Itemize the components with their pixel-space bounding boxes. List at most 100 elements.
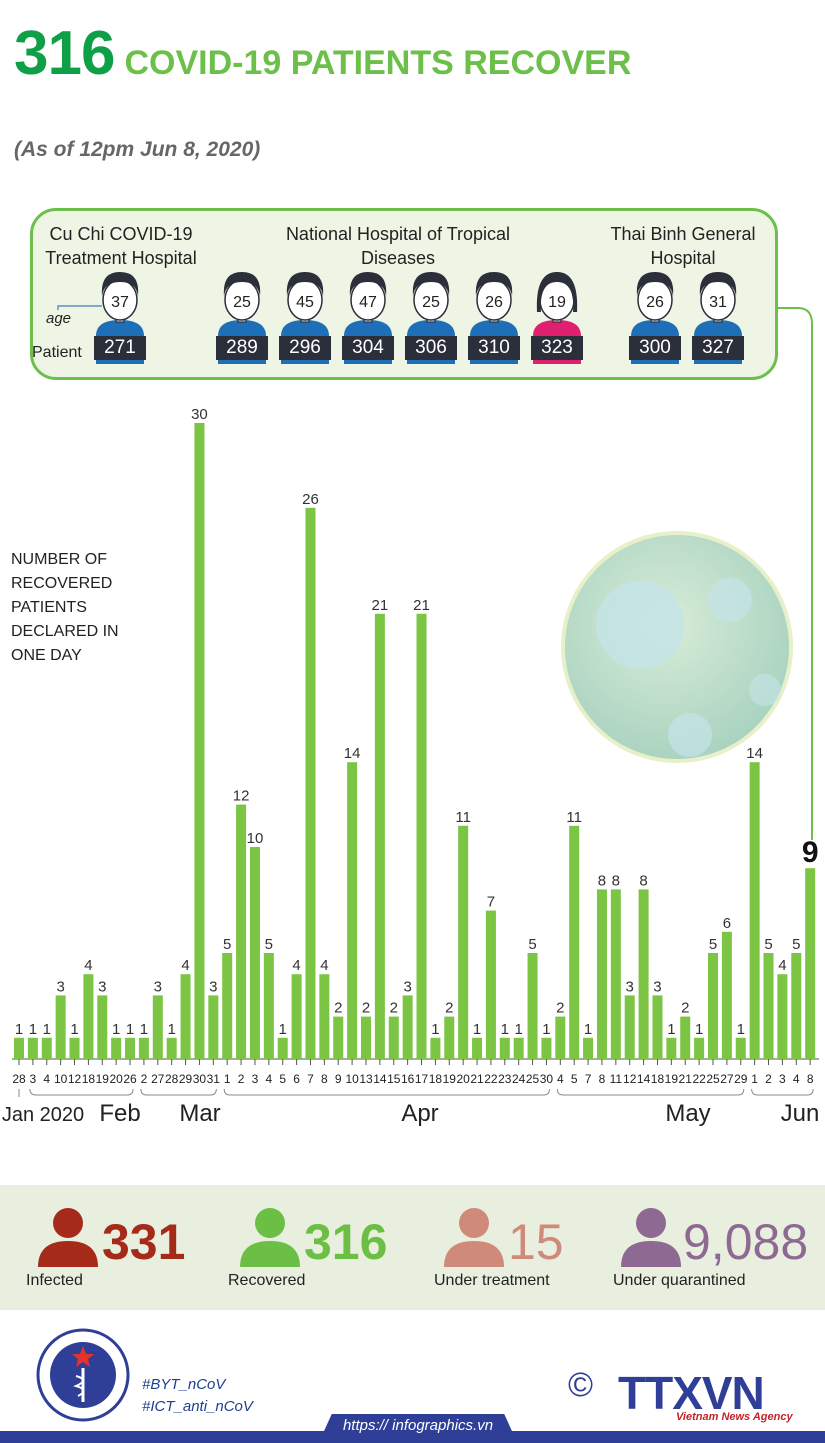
bar [555, 1016, 566, 1059]
bar-value-label: 9 [802, 836, 819, 869]
bar [166, 1037, 177, 1059]
bar [708, 953, 718, 1059]
bar-value-label: 3 [626, 978, 634, 995]
bar-value-label: 4 [181, 957, 189, 974]
bar [388, 1016, 399, 1059]
chart-description: NUMBER OF RECOVERED PATIENTS DECLARED IN… [11, 548, 171, 668]
date-tick-label: 4 [43, 1072, 50, 1086]
footer-url-link[interactable]: https:// infographics.vn [342, 1417, 494, 1434]
bar [347, 762, 358, 1059]
bar-value-label: 3 [56, 978, 64, 995]
date-tick-label: 24 [512, 1072, 526, 1086]
date-tick-label: 8 [807, 1072, 814, 1086]
bar-value-label: 21 [413, 597, 430, 614]
bar [138, 1037, 149, 1059]
connector-line-icon [778, 307, 813, 840]
hashtag-byt[interactable]: #BYT_nCoV [142, 1376, 226, 1393]
bar [277, 1037, 288, 1059]
bar [680, 1016, 691, 1059]
bar-value-label: 5 [223, 936, 231, 953]
patient-number: 327 [702, 337, 734, 358]
date-tick-label: 15 [387, 1072, 401, 1086]
patient-avatar-icon [279, 272, 331, 364]
bar-value-label: 14 [746, 745, 763, 762]
desc-line: PATIENTS [11, 599, 87, 616]
date-tick-label: 14 [373, 1072, 387, 1086]
bar-value-label: 1 [70, 1021, 78, 1038]
bar-value-label: 5 [709, 936, 717, 953]
date-tick-label: 10 [54, 1072, 68, 1086]
patient-avatar-icon [531, 272, 583, 364]
patient-card: 37 271 [92, 268, 148, 364]
bar-value-label: 26 [302, 491, 319, 508]
bar [374, 613, 385, 1059]
hashtag-ict[interactable]: #ICT_anti_nCoV [142, 1398, 253, 1415]
patient-number: 300 [639, 337, 671, 358]
bar [249, 847, 260, 1059]
bar-value-label: 8 [612, 872, 620, 889]
hospital-name-line: Hospital [650, 248, 716, 268]
copyright-icon: © [568, 1366, 594, 1404]
bar-value-label: 4 [778, 957, 786, 974]
date-tick-label: 28 [12, 1072, 26, 1086]
month-label: May [665, 1100, 710, 1127]
stat-value: 331 [102, 1214, 186, 1270]
date-tick-label: 30 [193, 1072, 207, 1086]
age-note: age [46, 310, 72, 327]
bar [777, 974, 788, 1059]
as-of-date: (As of 12pm Jun 8, 2020) [14, 138, 261, 161]
bar-value-label: 5 [764, 936, 772, 953]
bar [472, 1037, 483, 1059]
hospital-name-thai-binh: Thai Binh General Hospital [598, 222, 768, 270]
bar [305, 507, 316, 1059]
bar-value-label: 1 [737, 1021, 745, 1038]
bar [763, 953, 774, 1059]
date-tick-label: 6 [293, 1072, 300, 1086]
bar [610, 889, 621, 1059]
bar [458, 825, 469, 1059]
bar-value-label: 1 [542, 1021, 550, 1038]
bar [55, 995, 66, 1059]
bar-value-label: 3 [403, 978, 411, 995]
ministry-of-health-logo-icon [36, 1328, 130, 1422]
bar-value-label: 3 [154, 978, 162, 995]
date-tick-label: 11 [610, 1072, 623, 1086]
stat-value: 15 [508, 1214, 564, 1270]
desc-line: RECOVERED [11, 575, 113, 592]
bar-value-label: 10 [247, 830, 264, 847]
month-label: Jun [781, 1100, 820, 1127]
agency-name: Vietnam News Agency [676, 1411, 793, 1423]
date-tick-label: 3 [30, 1072, 37, 1086]
hospital-name-line: National Hospital of Tropical [285, 224, 511, 244]
bar-value-label: 14 [344, 745, 361, 762]
date-tick-label: 19 [96, 1072, 110, 1086]
bar-value-label: 21 [372, 597, 389, 614]
date-tick-label: 20 [456, 1072, 470, 1086]
bar [14, 1037, 24, 1059]
bar [527, 953, 538, 1059]
person-icon [38, 1208, 98, 1267]
bar [236, 804, 247, 1059]
date-tick-label: 20 [109, 1072, 123, 1086]
date-tick-label: 23 [498, 1072, 512, 1086]
bar-value-label: 1 [126, 1021, 134, 1038]
stat-under-quarantined: 9,088 Under quarantined [613, 1185, 823, 1310]
patient-number: 310 [478, 337, 510, 358]
date-tick-label: 27 [151, 1072, 165, 1086]
date-tick-label: 7 [585, 1072, 592, 1086]
virus-illustration-icon [561, 531, 793, 763]
date-tick-label: 13 [359, 1072, 373, 1086]
headline-text: COVID-19 PATIENTS RECOVER [124, 44, 632, 82]
recovered-count-headline: 316 [14, 19, 115, 88]
desc-line: DECLARED IN [11, 623, 119, 640]
date-tick-label: 3 [779, 1072, 786, 1086]
date-tick-label: 27 [720, 1072, 734, 1086]
date-tick-label: 12 [68, 1072, 82, 1086]
date-tick-label: 25 [526, 1072, 540, 1086]
stat-label: Under quarantined [613, 1272, 746, 1289]
hospital-name-line: Diseases [360, 248, 436, 268]
date-tick-label: 8 [321, 1072, 328, 1086]
bar-value-label: 2 [390, 1000, 398, 1017]
patient-age: 47 [359, 294, 377, 311]
date-tick-label: 5 [279, 1072, 286, 1086]
